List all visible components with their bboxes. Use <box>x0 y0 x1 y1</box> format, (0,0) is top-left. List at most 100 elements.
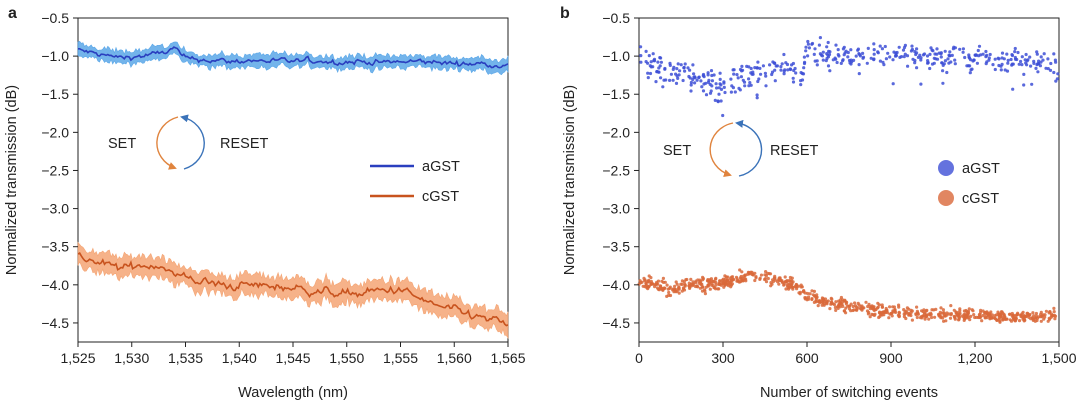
data-point-cgst <box>839 295 844 300</box>
data-point-agst <box>749 66 753 71</box>
data-point-cgst <box>741 279 745 283</box>
data-point-agst <box>664 78 668 82</box>
data-point-agst <box>813 47 817 51</box>
data-point-agst <box>729 90 734 94</box>
data-point-agst <box>693 76 697 80</box>
data-point-agst <box>915 47 919 51</box>
data-point-agst <box>844 49 848 53</box>
data-point-agst <box>836 48 840 52</box>
data-point-agst <box>713 98 717 102</box>
data-point-agst <box>1006 58 1010 63</box>
data-point-cgst <box>719 283 724 287</box>
data-point-agst <box>676 62 680 66</box>
legend-swatch-agst <box>938 160 954 176</box>
data-point-agst <box>790 63 794 67</box>
data-point-agst <box>968 64 972 68</box>
data-point-agst <box>820 54 825 58</box>
data-point-agst <box>721 113 725 118</box>
data-point-agst <box>932 61 936 65</box>
data-point-cgst <box>1046 319 1050 323</box>
data-point-cgst <box>915 309 920 313</box>
data-point-cgst <box>1015 313 1019 317</box>
data-point-agst <box>1029 64 1033 68</box>
data-point-agst <box>799 71 803 75</box>
data-point-agst <box>841 47 846 51</box>
panel-b: b −0.5 −1.0 −1.5 −2.0 −2.5 −3.0 −3.5 −4.0 −4.5 0… <box>560 5 1077 401</box>
data-point-cgst <box>771 279 776 284</box>
data-point-agst <box>999 68 1003 72</box>
data-point-agst <box>715 86 719 90</box>
data-point-cgst <box>1014 317 1018 321</box>
data-point-agst <box>1032 61 1036 65</box>
data-point-agst <box>770 70 775 74</box>
data-point-agst <box>661 85 665 89</box>
data-point-cgst <box>967 307 971 311</box>
data-point-agst <box>961 50 965 54</box>
panel-a-y-tick-label: −4.0 <box>41 277 69 293</box>
data-point-agst <box>1048 68 1053 72</box>
data-point-cgst <box>933 315 937 319</box>
data-point-agst <box>940 61 944 65</box>
data-point-agst <box>984 55 988 59</box>
data-point-agst <box>965 64 969 68</box>
data-point-agst <box>988 52 992 57</box>
data-point-cgst <box>766 276 770 281</box>
data-point-cgst <box>768 272 773 276</box>
data-point-agst <box>1052 52 1056 56</box>
data-point-cgst <box>834 300 838 304</box>
data-point-cgst <box>653 285 657 289</box>
data-point-agst <box>657 66 661 70</box>
data-point-cgst <box>662 286 666 290</box>
data-point-cgst <box>645 280 649 284</box>
data-point-agst <box>782 72 786 76</box>
panel-a-y-tick-label: −3.0 <box>41 201 69 217</box>
data-point-agst <box>704 93 709 97</box>
data-point-cgst <box>782 282 786 286</box>
data-point-agst <box>919 82 923 86</box>
data-point-agst <box>968 71 972 75</box>
data-point-agst <box>786 68 790 72</box>
data-point-cgst <box>924 309 928 313</box>
data-point-cgst <box>915 315 919 320</box>
data-point-cgst <box>864 300 868 304</box>
data-point-agst <box>1020 63 1024 67</box>
panel-b-y-tick-label: −1.5 <box>602 86 630 102</box>
data-point-cgst <box>799 283 803 287</box>
data-point-cgst <box>970 308 974 312</box>
data-point-agst <box>856 48 860 52</box>
data-point-agst <box>764 84 768 88</box>
data-point-agst <box>773 79 777 83</box>
data-point-cgst <box>806 291 810 296</box>
data-point-agst <box>915 66 919 70</box>
data-point-agst <box>891 58 895 62</box>
data-point-cgst <box>701 277 706 281</box>
data-point-agst <box>671 78 675 82</box>
data-point-cgst <box>892 305 897 309</box>
data-point-cgst <box>658 284 663 288</box>
data-point-cgst <box>910 318 915 322</box>
data-point-cgst <box>673 289 677 293</box>
data-point-cgst <box>1033 319 1037 323</box>
data-point-agst <box>949 60 953 64</box>
data-point-agst <box>888 55 892 59</box>
panel-b-legend: aGST cGST <box>938 160 1000 207</box>
data-point-agst <box>729 77 733 81</box>
panel-a-letter: a <box>8 5 17 22</box>
data-point-agst <box>869 56 873 60</box>
data-point-agst <box>695 78 699 82</box>
data-point-agst <box>697 76 701 80</box>
data-point-cgst <box>978 312 982 316</box>
data-point-cgst <box>726 282 730 286</box>
data-point-agst <box>723 90 727 95</box>
data-point-agst <box>861 56 865 60</box>
data-point-agst <box>981 52 985 56</box>
data-point-agst <box>648 71 653 76</box>
data-point-agst <box>848 61 852 65</box>
legend-label-agst: aGST <box>422 159 460 175</box>
data-point-agst <box>951 47 956 51</box>
data-point-agst <box>717 86 721 90</box>
data-point-cgst <box>703 292 708 296</box>
data-point-cgst <box>897 314 901 318</box>
data-point-cgst <box>1019 313 1023 317</box>
panel-b-x-tick-label: 900 <box>879 350 903 366</box>
